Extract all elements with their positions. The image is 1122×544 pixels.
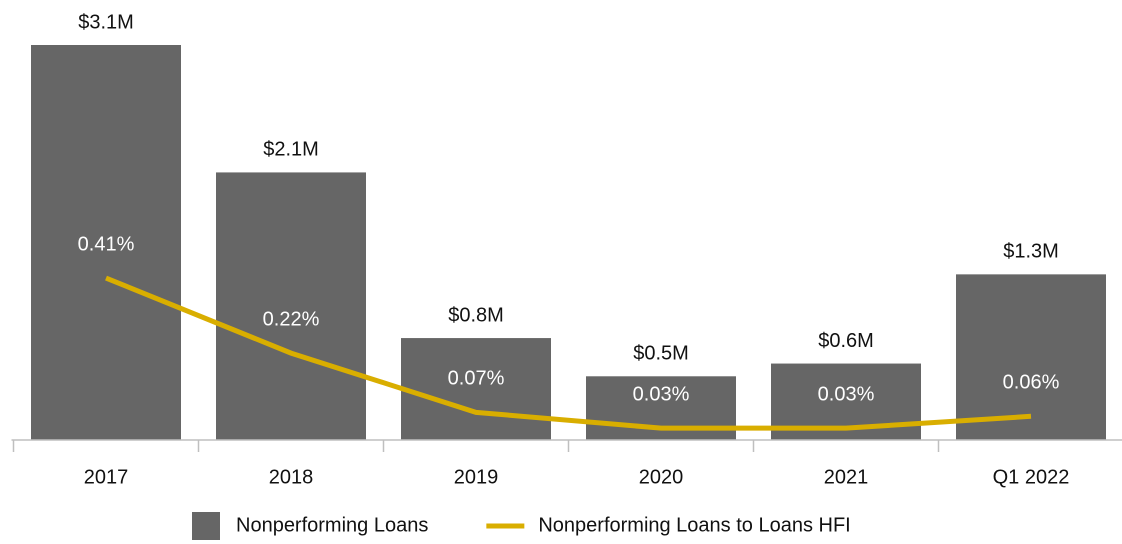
x-tick-label: 2017 <box>84 466 129 488</box>
x-tick-label: 2021 <box>824 466 869 488</box>
legend-label: Nonperforming Loans to Loans HFI <box>538 514 850 536</box>
x-tick-label: Q1 2022 <box>993 466 1070 488</box>
line-value-label: 0.41% <box>78 233 135 255</box>
bar-value-label: $1.3M <box>1003 241 1059 263</box>
bar <box>956 274 1106 440</box>
line-value-label: 0.22% <box>263 308 320 330</box>
line-value-label: 0.03% <box>633 383 690 405</box>
bar-value-label: $0.5M <box>633 343 689 365</box>
legend-swatch <box>192 512 220 540</box>
bar-value-label: $0.6M <box>818 330 874 352</box>
x-tick-label: 2019 <box>454 466 499 488</box>
bar-value-label: $0.8M <box>448 304 504 326</box>
x-tick-label: 2020 <box>639 466 684 488</box>
line <box>105 275 1032 431</box>
bar-value-label: $2.1M <box>263 139 319 161</box>
line-value-label: 0.03% <box>818 383 875 405</box>
bar <box>216 172 366 440</box>
bar-value-label: $3.1M <box>78 11 134 33</box>
bar <box>401 338 551 440</box>
bar <box>31 45 181 440</box>
line-value-label: 0.06% <box>1003 372 1060 394</box>
x-tick-label: 2018 <box>269 466 314 488</box>
legend-label: Nonperforming Loans <box>236 514 428 536</box>
line-value-label: 0.07% <box>448 368 505 390</box>
